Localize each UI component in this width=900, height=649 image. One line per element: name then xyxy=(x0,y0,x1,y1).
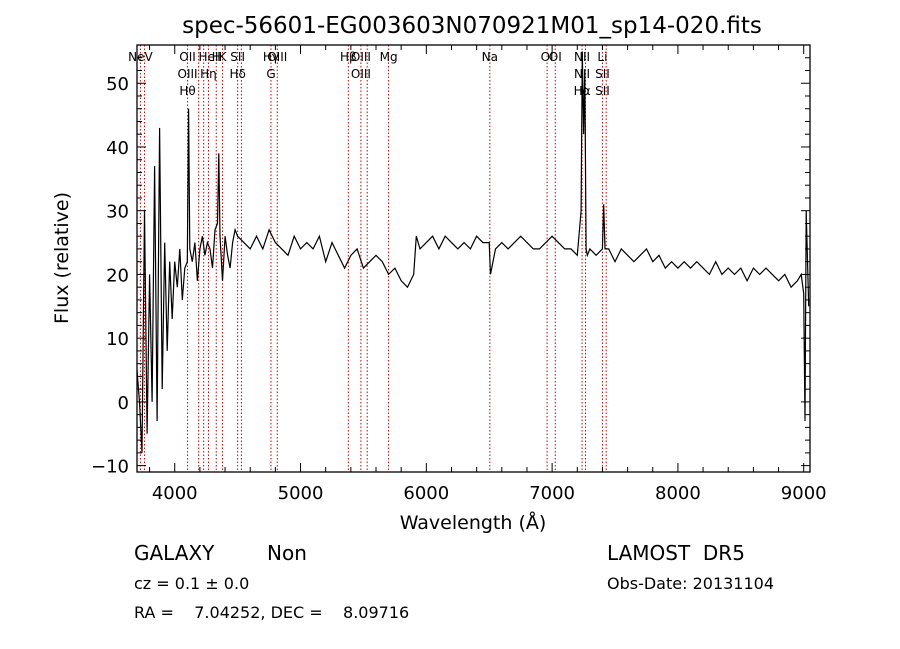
x-tick-label: 4000 xyxy=(152,483,198,504)
x-tick-label: 8000 xyxy=(655,483,701,504)
line-marker-label: OII xyxy=(179,50,196,64)
x-tick-label: 5000 xyxy=(278,483,324,504)
line-marker-label: Hδ xyxy=(229,67,245,81)
line-marker-label: NeV xyxy=(128,50,153,64)
y-tick-label: 50 xyxy=(106,74,129,95)
line-marker-label: Hβ xyxy=(340,50,357,64)
line-marker-label: Hη xyxy=(200,67,217,81)
y-tick-label: −10 xyxy=(91,457,129,478)
object-class: GALAXY xyxy=(134,541,215,565)
x-tick-label: 6000 xyxy=(403,483,449,504)
y-tick-label: 10 xyxy=(106,329,129,350)
line-marker-label: Li xyxy=(597,50,607,64)
line-marker-label: OIII xyxy=(178,67,198,81)
y-axis-ticks: −10 0 10 20 30 40 50 xyxy=(91,57,810,478)
plot-frame xyxy=(136,44,811,473)
line-marker-label: OIII xyxy=(351,50,371,64)
line-marker-label: SII xyxy=(595,84,610,98)
x-tick-label: 7000 xyxy=(529,483,575,504)
x-axis-label: Wavelength (Å) xyxy=(400,511,547,534)
line-marker-label: OIII xyxy=(351,67,371,81)
survey-name: LAMOST DR5 xyxy=(607,541,745,565)
line-marker-label: K xyxy=(219,50,228,64)
line-marker-label: OI xyxy=(549,50,562,64)
line-marker-label: G xyxy=(266,67,275,81)
line-marker-label: HeI xyxy=(198,50,218,64)
spectrum-line xyxy=(136,51,810,453)
line-marker-label: SII xyxy=(595,67,610,81)
line-marker-label: H xyxy=(212,50,221,64)
chart-title: spec-56601-EG003603N070921M01_sp14-020.f… xyxy=(182,13,762,39)
line-marker-label: Mg xyxy=(380,50,398,64)
line-marker-label: Hγ xyxy=(263,50,279,64)
x-tick-label: 9000 xyxy=(781,483,827,504)
line-marker-label: OI xyxy=(541,50,554,64)
y-tick-label: 40 xyxy=(106,138,129,159)
ra-dec: RA = 7.04252, DEC = 8.09716 xyxy=(134,603,410,622)
obs-date: Obs-Date: 20131104 xyxy=(607,574,775,593)
x-axis-ticks: 4000 5000 6000 7000 8000 9000 xyxy=(149,45,827,504)
redshift-cz: cz = 0.1 ± 0.0 xyxy=(134,574,250,593)
y-axis-label: Flux (relative) xyxy=(51,192,73,324)
y-tick-label: 30 xyxy=(106,202,129,223)
y-tick-label: 0 xyxy=(118,393,129,414)
line-marker-label: Hθ xyxy=(179,84,195,98)
object-subclass: Non xyxy=(267,541,307,565)
line-marker-label: Na xyxy=(482,50,498,64)
y-tick-label: 20 xyxy=(106,265,129,286)
line-marker-label: SII xyxy=(230,50,245,64)
line-marker-label: OIII xyxy=(267,50,287,64)
